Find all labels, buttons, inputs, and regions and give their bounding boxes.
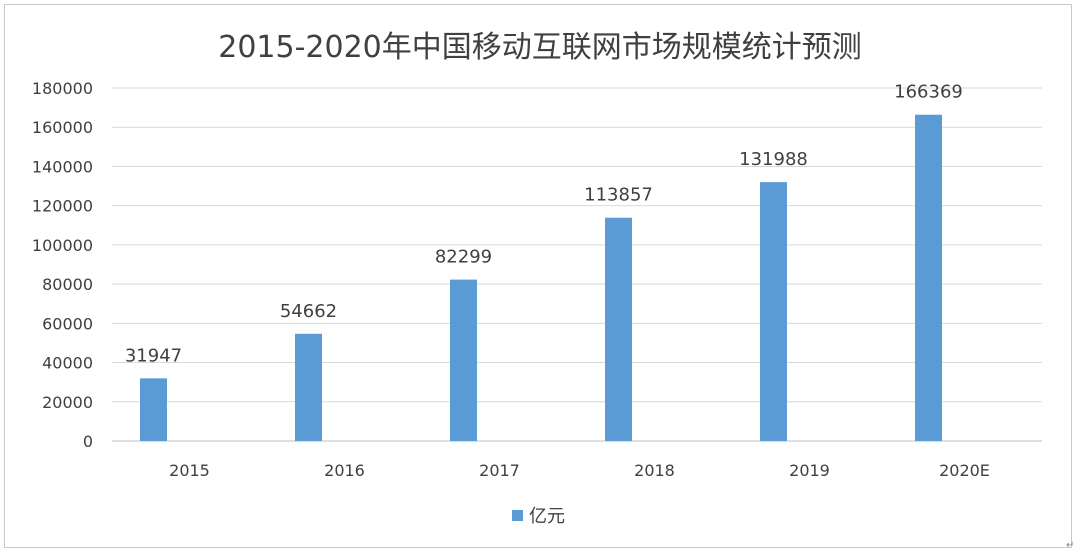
x-tick-label: 2015 bbox=[169, 461, 210, 480]
x-tick-label: 2019 bbox=[789, 461, 830, 480]
chart-title: 2015-2020年中国移动互联网市场规模统计预测 bbox=[218, 30, 862, 65]
y-tick-label: 160000 bbox=[32, 118, 93, 137]
data-label: 131988 bbox=[739, 149, 808, 170]
bar bbox=[140, 378, 167, 441]
x-tick-label: 2016 bbox=[324, 461, 365, 480]
data-label: 82299 bbox=[435, 247, 492, 268]
y-tick-label: 80000 bbox=[42, 275, 93, 294]
y-tick-label: 40000 bbox=[42, 354, 93, 373]
bar bbox=[605, 217, 632, 441]
y-tick-label: 180000 bbox=[32, 79, 93, 98]
chart-legend: 亿元 bbox=[512, 502, 565, 528]
bar bbox=[295, 333, 322, 441]
paragraph-mark: ↵ bbox=[1066, 540, 1075, 551]
y-tick-label: 0 bbox=[83, 432, 93, 451]
x-tick-label: 2018 bbox=[634, 461, 675, 480]
bar bbox=[450, 279, 477, 441]
bar bbox=[915, 114, 942, 441]
y-tick-label: 120000 bbox=[32, 197, 93, 216]
bar bbox=[760, 182, 787, 441]
data-label: 54662 bbox=[280, 301, 337, 322]
data-label: 113857 bbox=[584, 185, 653, 206]
x-tick-label: 2020E bbox=[939, 461, 990, 480]
legend-label: 亿元 bbox=[529, 506, 565, 527]
legend-swatch bbox=[512, 509, 523, 521]
x-tick-label: 2017 bbox=[479, 461, 520, 480]
chart-frame bbox=[4, 4, 1072, 548]
y-tick-label: 60000 bbox=[42, 314, 93, 333]
y-tick-label: 20000 bbox=[42, 393, 93, 412]
data-label: 166369 bbox=[894, 82, 963, 103]
data-label: 31947 bbox=[125, 345, 182, 366]
y-tick-label: 140000 bbox=[32, 157, 93, 176]
y-tick-label: 100000 bbox=[32, 236, 93, 255]
